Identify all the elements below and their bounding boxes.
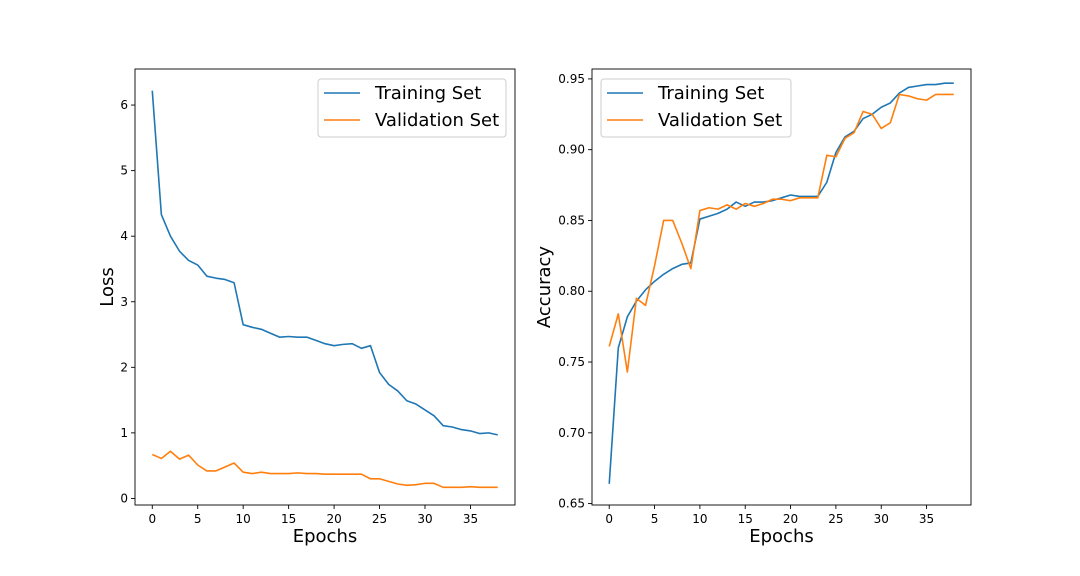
x-tick-label: 0: [605, 512, 613, 526]
y-tick-label: 3: [120, 295, 128, 309]
legend: Training Set Validation Set: [600, 78, 792, 138]
legend-label: Training Set: [657, 83, 764, 104]
y-tick-label: 2: [120, 360, 128, 374]
accuracy-chart-panel: 0 5 10 15 20 25 30 35 0.65 0.70 0.75 0.80 0.85 0.90 0.…: [534, 68, 972, 547]
y-tick-label: 0: [120, 491, 128, 505]
validation-set-line: [151, 450, 498, 489]
y-tick-label: 6: [120, 98, 128, 112]
legend-label: Validation Set: [658, 110, 782, 131]
y-axis-label: Loss: [97, 267, 118, 306]
y-tick-label: 4: [120, 229, 128, 243]
y-tick-label: 0.75: [558, 355, 585, 369]
y-tick-label: 0.95: [558, 72, 585, 86]
training-set-line: [151, 90, 498, 436]
x-tick-label: 30: [417, 512, 432, 526]
x-tick-label: 10: [692, 512, 707, 526]
legend-box: [600, 78, 792, 138]
y-tick-label: 0.70: [558, 426, 585, 440]
training-set-line: [608, 82, 954, 484]
axes-frame: [591, 68, 972, 506]
x-tick-label: 20: [783, 512, 798, 526]
x-tick-label: 10: [236, 512, 251, 526]
x-tick-label: 25: [828, 512, 843, 526]
legend-label: Validation Set: [375, 110, 499, 131]
x-tick-label: 25: [372, 512, 387, 526]
axes-frame: [134, 68, 516, 506]
x-tick-label: 5: [651, 512, 659, 526]
y-tick-label: 0.85: [558, 213, 585, 227]
x-tick-label: 20: [326, 512, 341, 526]
x-tick-label: 30: [874, 512, 889, 526]
x-tick-label: 5: [194, 512, 202, 526]
legend: Training Set Validation Set: [317, 78, 507, 138]
y-tick-label: 0.90: [558, 143, 585, 157]
x-tick-label: 35: [463, 512, 478, 526]
loss-chart-panel: 0 5 10 15 20 25 30 35 0 1 2 3 4 5 6 Epochs Loss Training …: [97, 68, 516, 547]
x-tick-label: 15: [281, 512, 296, 526]
y-tick-label: 1: [120, 426, 128, 440]
x-axis-label: Epochs: [293, 526, 358, 547]
x-axis-label: Epochs: [749, 526, 814, 547]
x-tick-label: 15: [738, 512, 753, 526]
validation-set-line: [608, 93, 954, 373]
legend-box: [317, 78, 507, 138]
y-tick-label: 0.65: [558, 497, 585, 511]
x-tick-label: 35: [919, 512, 934, 526]
y-tick-label: 0.80: [558, 284, 585, 298]
x-tick-label: 0: [148, 512, 156, 526]
y-axis-label: Accuracy: [534, 246, 555, 329]
y-tick-label: 5: [120, 164, 128, 178]
legend-label: Training Set: [374, 83, 481, 104]
